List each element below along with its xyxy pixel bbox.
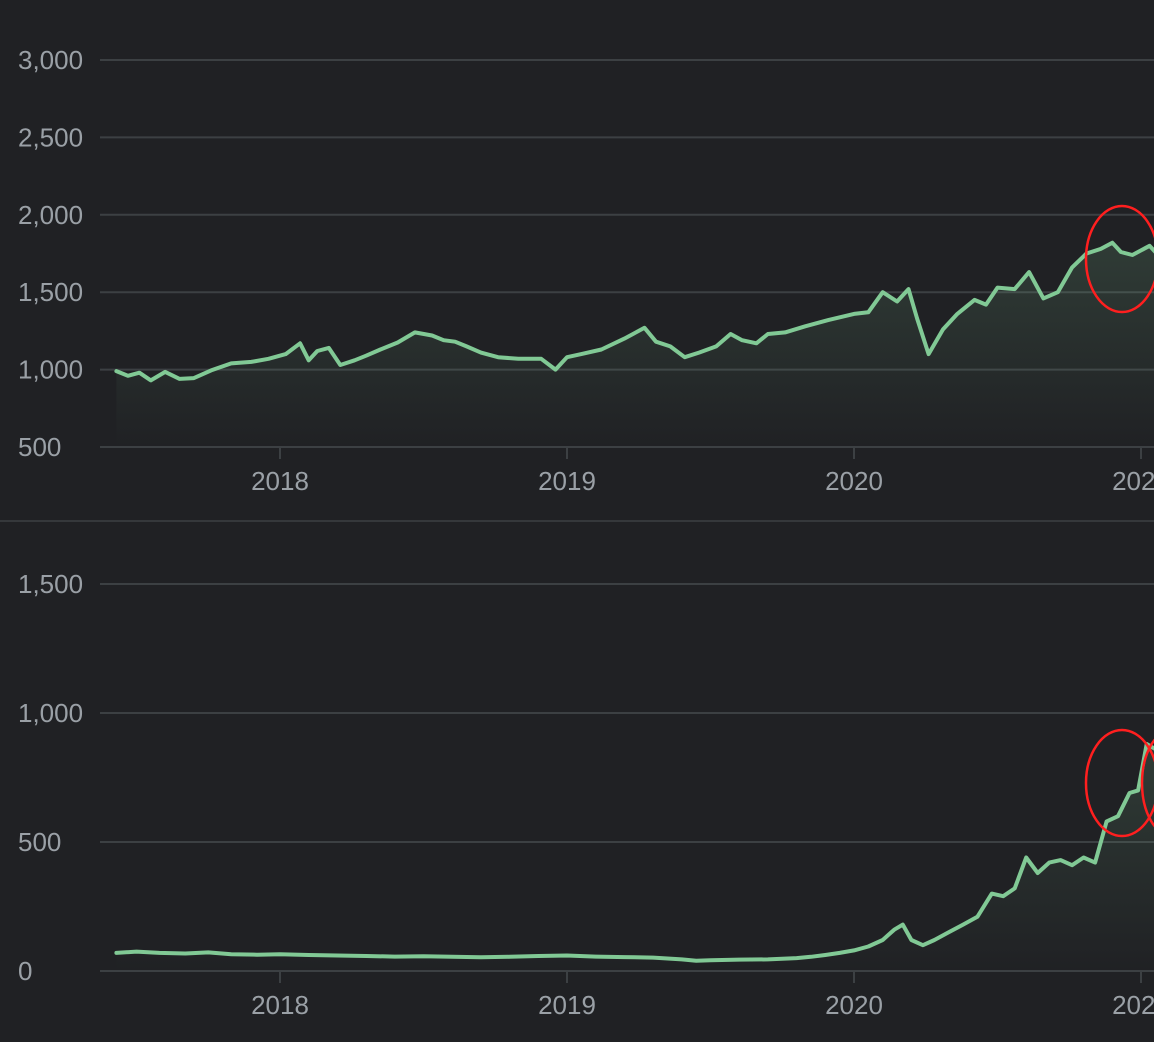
y-tick-label: 1,500 <box>18 569 83 599</box>
y-tick-label: 500 <box>18 432 61 462</box>
series-area <box>116 744 1154 971</box>
x-tick-label: 2019 <box>538 466 596 496</box>
annotation-circle <box>1084 728 1154 838</box>
x-tick-label: 2018 <box>251 990 309 1020</box>
x-tick-label: 2019 <box>538 990 596 1020</box>
series-line <box>114 240 1154 383</box>
x-tick-label: 2018 <box>251 466 309 496</box>
x-tick-label: 2020 <box>825 466 883 496</box>
y-tick-label: 1,000 <box>18 698 83 728</box>
y-tick-label: 500 <box>18 827 61 857</box>
series-line <box>114 742 1154 963</box>
y-tick-label: 1,500 <box>18 277 83 307</box>
y-tick-label: 0 <box>18 956 32 986</box>
y-tick-label: 1,000 <box>18 355 83 385</box>
y-tick-label: 2,000 <box>18 200 83 230</box>
y-tick-label: 2,500 <box>18 122 83 152</box>
annotation-circle <box>1084 204 1154 314</box>
series-area <box>116 242 1154 447</box>
x-tick-label: 2020 <box>825 990 883 1020</box>
upper-chart: 3,000 2,500 2,000 1,500 1,000 500 2018 2019 2020… <box>18 45 1154 496</box>
annotation-circle <box>1140 738 1154 828</box>
y-tick-label: 3,000 <box>18 45 83 75</box>
